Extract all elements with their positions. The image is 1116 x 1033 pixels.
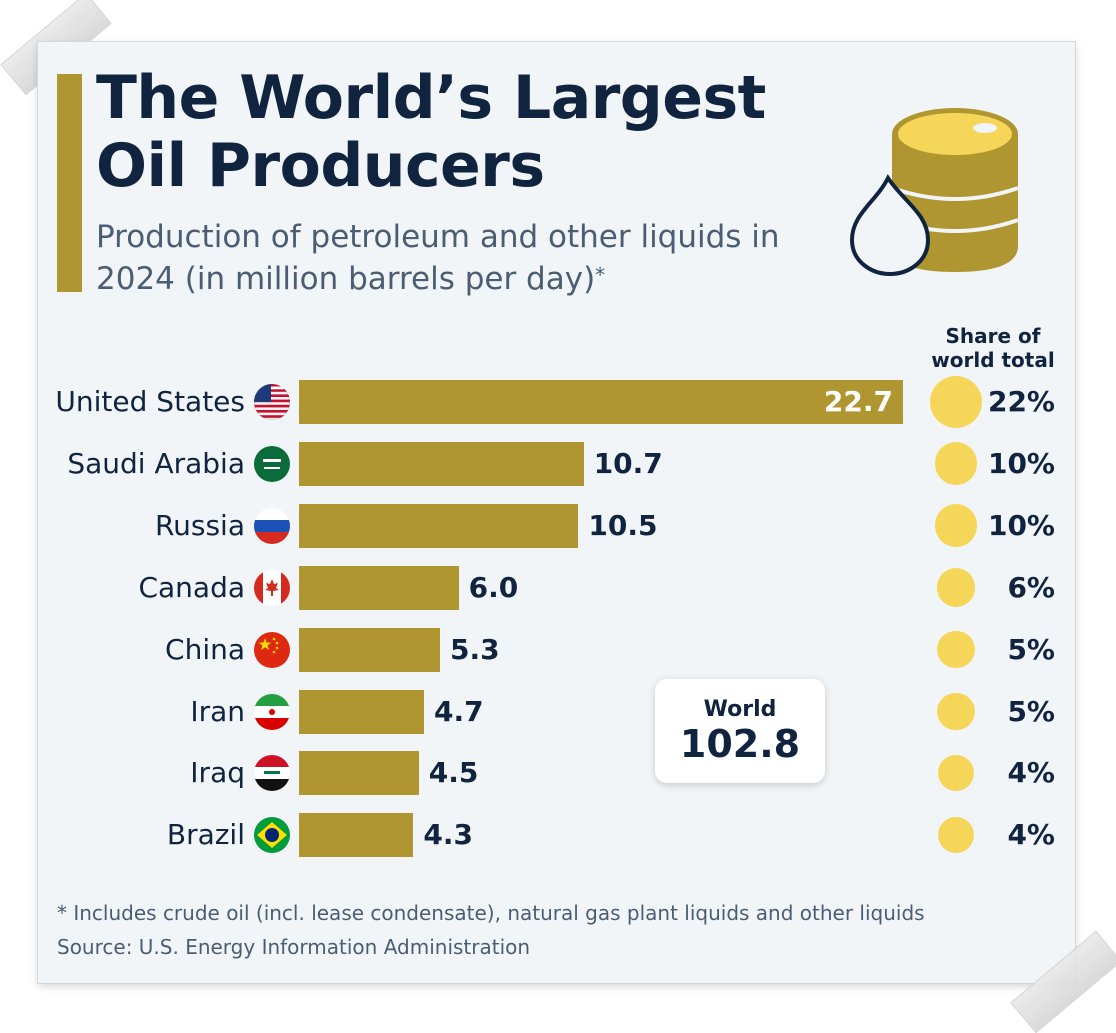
source-text: Source: U.S. Energy Information Administ… — [57, 935, 531, 959]
category-label: Russia — [154, 508, 245, 542]
share-label: 5% — [1007, 694, 1055, 728]
share-bubble — [930, 376, 982, 428]
bar — [299, 565, 459, 610]
share-bubble — [937, 630, 975, 669]
chart-title: The World’s Largest Oil Producers — [96, 63, 766, 201]
bar-row: Canada 6.0 6% — [38, 565, 1075, 610]
share-label: 10% — [987, 508, 1055, 542]
category-label: Iraq — [190, 756, 245, 790]
iraq-flag-icon — [254, 755, 290, 792]
subtitle-text: Production of petroleum and other liquid… — [96, 219, 780, 297]
saudi-arabia-flag-icon — [254, 445, 290, 482]
share-column-header: Share of world total — [931, 324, 1055, 372]
china-flag-icon — [254, 631, 290, 668]
title-accent-bar — [57, 74, 82, 292]
category-label: United States — [55, 385, 245, 418]
oil-barrel-icon — [849, 108, 1019, 277]
data-label: 4.5 — [428, 756, 479, 790]
world-total-value: 102.8 — [679, 722, 801, 766]
category-label: China — [165, 632, 245, 666]
bar — [299, 503, 579, 548]
share-bubble — [934, 442, 978, 486]
footnote-block: * Includes crude oil (incl. lease conden… — [57, 896, 925, 964]
bar-row: Iraq 4.5 4% — [38, 751, 1075, 796]
bar-row: Brazil 4.3 4% — [38, 813, 1075, 858]
share-label: 5% — [1007, 632, 1055, 666]
category-label: Brazil — [166, 818, 245, 852]
canada-flag-icon — [254, 569, 290, 606]
data-label: 4.3 — [423, 818, 474, 852]
data-label: 6.0 — [468, 570, 519, 604]
russia-flag-icon — [254, 507, 290, 544]
subtitle-asterisk: * — [595, 263, 606, 287]
infographic-card: The World’s Largest Oil Producers Produc… — [38, 42, 1075, 983]
bar-row: China 5.3 5% — [38, 627, 1075, 672]
bar — [299, 380, 903, 424]
bar — [299, 813, 414, 858]
bar-row: Russia 10.5 10% — [38, 503, 1075, 548]
bar-row: Iran 4.7 5% — [38, 689, 1075, 734]
share-bubble — [934, 504, 978, 548]
footnote-text: * Includes crude oil (incl. lease conden… — [57, 901, 925, 925]
bar — [299, 627, 441, 672]
data-label: 10.7 — [593, 446, 663, 480]
chart-subtitle: Production of petroleum and other liquid… — [96, 216, 816, 300]
iran-flag-icon — [254, 693, 290, 730]
bar — [299, 751, 419, 796]
category-label: Saudi Arabia — [67, 446, 245, 480]
share-label: 6% — [1007, 570, 1055, 604]
world-total-box: World 102.8 — [655, 679, 825, 783]
data-label: 5.3 — [450, 632, 500, 666]
share-bubble — [937, 692, 975, 731]
bar-row: Saudi Arabia 10.7 10% — [38, 441, 1075, 486]
bar — [299, 441, 584, 486]
data-label: 22.7 — [823, 385, 893, 418]
data-label: 4.7 — [434, 694, 484, 728]
category-label: Canada — [138, 570, 245, 604]
share-label: 4% — [1007, 818, 1055, 852]
share-label: 22% — [987, 385, 1055, 418]
category-label: Iran — [190, 694, 245, 728]
bar — [299, 689, 425, 734]
world-total-label: World — [703, 697, 777, 722]
bar-row: United States 22.7 22% — [38, 376, 1075, 428]
share-label: 4% — [1007, 756, 1055, 790]
share-bubble — [938, 755, 974, 792]
share-bubble — [936, 568, 976, 607]
share-label: 10% — [987, 446, 1055, 480]
brazil-flag-icon — [254, 817, 290, 854]
share-bubble — [938, 817, 974, 854]
data-label: 10.5 — [588, 508, 658, 542]
us-flag-icon — [254, 384, 290, 420]
